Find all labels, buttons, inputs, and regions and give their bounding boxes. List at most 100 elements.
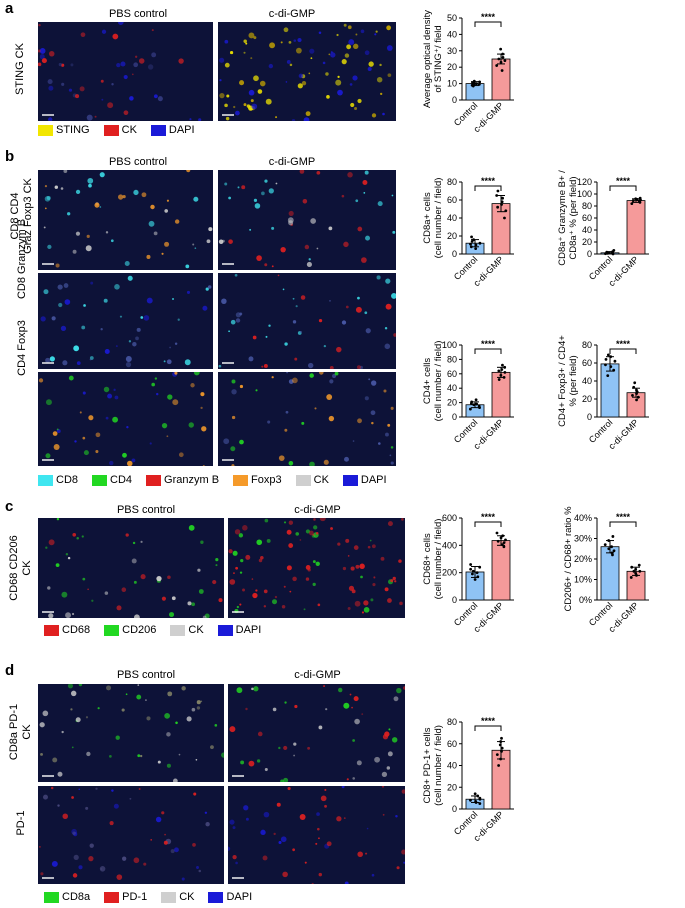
cell-dot xyxy=(240,559,244,563)
cell-dot xyxy=(171,596,176,601)
cell-dot xyxy=(320,795,327,802)
cell-dot xyxy=(88,856,94,862)
cell-dot xyxy=(278,746,281,750)
data-point xyxy=(635,398,638,402)
cell-dot xyxy=(224,182,228,186)
cell-dot xyxy=(257,89,263,94)
cell-dot xyxy=(389,454,392,457)
cell-dot xyxy=(326,394,333,400)
y-tick-label: 100 xyxy=(577,189,592,199)
data-point xyxy=(475,82,478,85)
cell-dot xyxy=(82,577,86,581)
legend-item: DAPI xyxy=(208,891,252,903)
panel-letter-a: a xyxy=(5,0,14,17)
cell-dot xyxy=(43,794,48,800)
cell-dot xyxy=(260,555,264,560)
legend-swatch xyxy=(342,474,358,486)
legend-swatch xyxy=(44,624,59,636)
cell-dot xyxy=(129,797,132,800)
cell-dot xyxy=(350,566,355,571)
cell-dot xyxy=(198,589,204,594)
cell-dot xyxy=(172,399,179,406)
cell-dot xyxy=(54,185,59,189)
cell-dot xyxy=(239,80,245,86)
cell-dot xyxy=(294,704,298,709)
significance-label: **** xyxy=(616,512,631,522)
legend-label: DAPI xyxy=(168,124,195,136)
micrograph-background xyxy=(228,786,405,884)
cell-dot xyxy=(61,730,64,734)
cell-dot xyxy=(367,545,371,549)
cell-dot xyxy=(117,194,124,200)
cell-dot xyxy=(353,696,359,702)
cell-dot xyxy=(362,179,368,185)
cell-dot xyxy=(87,588,89,591)
cell-dot xyxy=(271,599,278,605)
cell-dot xyxy=(232,855,237,860)
cell-dot xyxy=(338,687,343,693)
cell-dot xyxy=(163,840,168,845)
cell-dot xyxy=(286,529,292,535)
y-tick-label: 20% xyxy=(574,554,592,564)
cell-dot xyxy=(254,203,261,209)
cell-dot xyxy=(345,305,349,309)
cell-dot xyxy=(140,540,143,543)
cell-dot xyxy=(95,432,101,438)
row-label-cd8-granzym-b: CD8 Granzym B xyxy=(16,218,28,300)
cell-dot xyxy=(195,758,198,761)
cell-dot xyxy=(175,721,178,725)
cell-dot xyxy=(146,254,151,259)
cell-dot xyxy=(384,587,389,592)
cell-dot xyxy=(239,571,243,574)
cell-dot xyxy=(235,566,238,570)
y-tick-label: 0 xyxy=(452,804,457,814)
data-point xyxy=(606,374,610,377)
cell-dot xyxy=(285,410,289,414)
scale-bar xyxy=(42,362,54,364)
cell-dot xyxy=(76,361,81,366)
cell-dot xyxy=(381,786,385,788)
cell-dot xyxy=(132,541,136,545)
scale-bar xyxy=(42,775,54,777)
cell-dot xyxy=(233,105,236,109)
cell-dot xyxy=(301,81,307,86)
cell-dot xyxy=(38,49,41,53)
cell-dot xyxy=(282,288,285,291)
cell-dot xyxy=(72,532,77,537)
cell-dot xyxy=(73,854,79,860)
cell-dot xyxy=(124,261,130,267)
legend-label: DAPI xyxy=(226,891,253,903)
cell-dot xyxy=(200,540,204,544)
legend-c: CD68 CD206 CK DAPI xyxy=(44,624,271,636)
cell-dot xyxy=(391,737,398,743)
cell-dot xyxy=(122,452,127,458)
cell-dot xyxy=(291,118,296,121)
micrograph-texture xyxy=(38,684,224,782)
data-point xyxy=(633,381,637,385)
cell-dot xyxy=(295,305,298,308)
cell-dot xyxy=(178,452,184,458)
cell-dot xyxy=(136,694,142,700)
chart-cd68-cells: CD68+ cells(cell number / field) 0 200 400 6… xyxy=(420,508,550,648)
cell-dot xyxy=(149,442,152,445)
cell-dot xyxy=(385,432,389,437)
cell-dot xyxy=(116,874,123,880)
cell-dot xyxy=(118,22,124,26)
cell-dot xyxy=(328,415,335,422)
micrograph-d-row1-cdigmp xyxy=(228,684,405,782)
cell-dot xyxy=(392,230,396,234)
cell-dot xyxy=(200,406,203,410)
y-tick-label: 60 xyxy=(582,358,592,368)
cell-dot xyxy=(318,725,323,730)
cell-dot xyxy=(398,559,402,563)
y-tick-label: 80 xyxy=(447,717,457,727)
cell-dot xyxy=(235,861,238,865)
data-point xyxy=(473,578,477,581)
cell-dot xyxy=(267,420,271,424)
cell-dot xyxy=(119,315,123,318)
cell-dot xyxy=(202,305,208,311)
legend-label: Foxp3 xyxy=(251,474,282,486)
cell-dot xyxy=(325,72,329,76)
cell-dot xyxy=(225,116,230,121)
data-point xyxy=(469,798,472,802)
